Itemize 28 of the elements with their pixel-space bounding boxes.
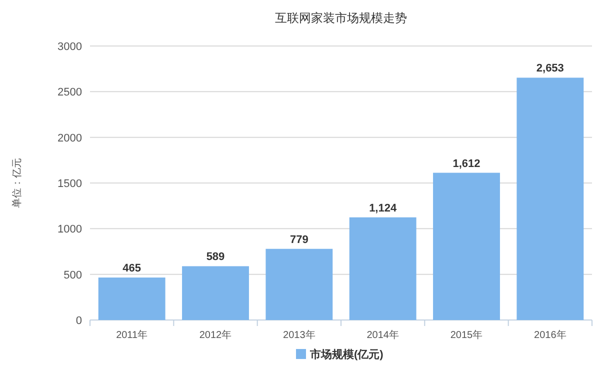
x-tick-label: 2014年 [366, 329, 399, 341]
bar [433, 172, 500, 320]
bar [349, 217, 416, 320]
data-label: 1,124 [369, 202, 398, 214]
bar [516, 78, 584, 320]
bar [182, 266, 249, 320]
x-tick-label: 2016年 [534, 329, 566, 341]
y-tick-label: 1000 [58, 224, 82, 236]
y-tick-label: 2500 [58, 86, 82, 99]
data-label: 465 [122, 262, 142, 275]
bar [98, 278, 166, 320]
x-tick-label: 2011年 [116, 329, 148, 341]
bar [266, 248, 333, 320]
data-label: 779 [290, 234, 308, 246]
y-tick-label: 3000 [58, 41, 82, 53]
y-tick-label: 1500 [58, 178, 82, 190]
y-axis-title: 单位：亿元 [11, 158, 23, 208]
x-tick-label: 2012年 [199, 329, 232, 341]
x-tick-label: 2015年 [450, 329, 483, 341]
y-tick-label: 2000 [58, 132, 82, 144]
data-label: 589 [206, 251, 225, 264]
x-tick-label: 2013年 [283, 329, 316, 341]
data-label: 2,653 [536, 62, 564, 75]
data-label: 1,612 [452, 158, 480, 170]
y-tick-label: 0 [76, 315, 82, 327]
chart-title: 互联网家装市场规模走势 [275, 11, 407, 25]
y-tick-label: 500 [64, 269, 82, 282]
legend-label: 市场规模(亿元) [309, 348, 384, 361]
